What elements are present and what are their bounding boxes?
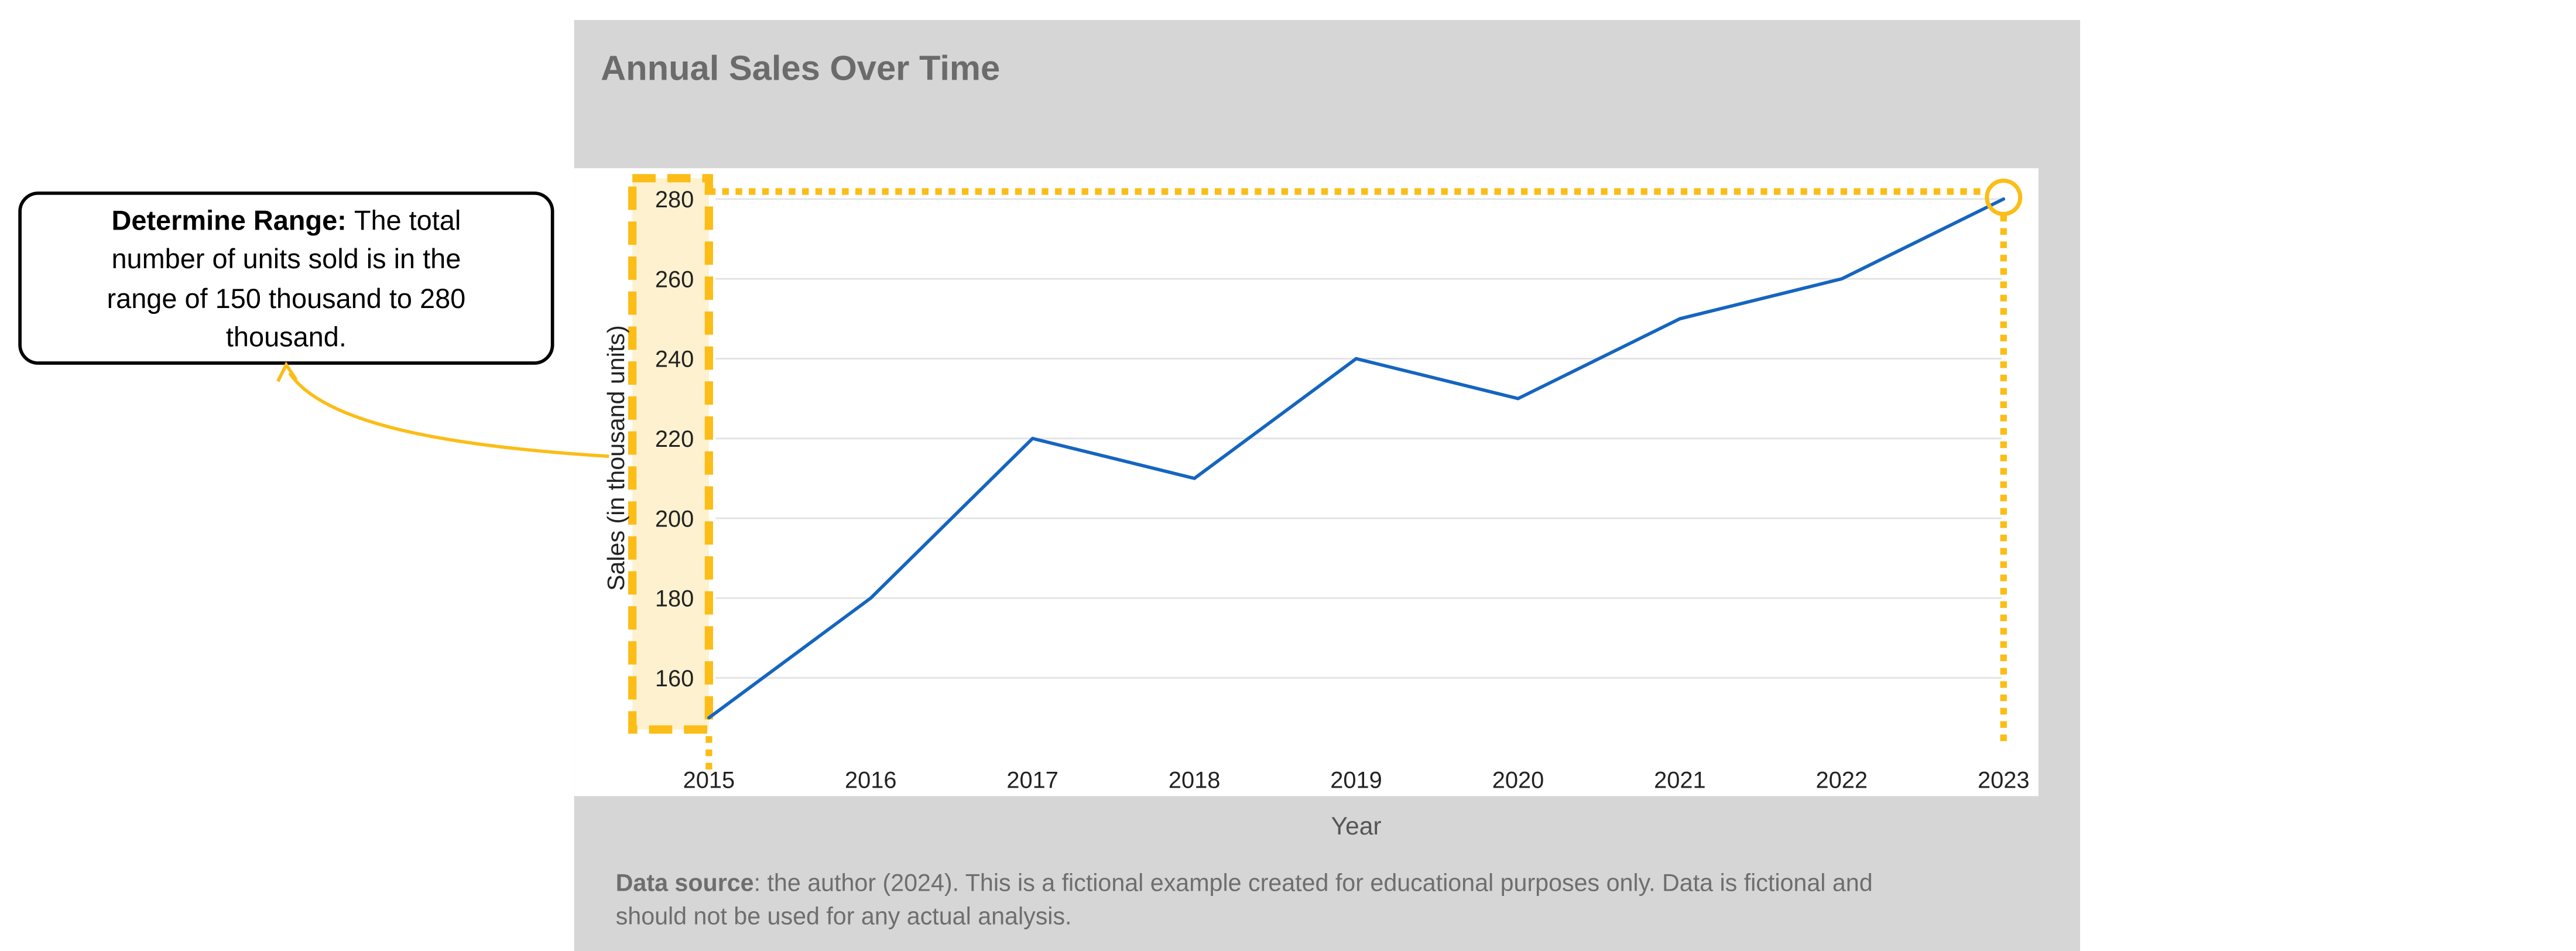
data-point [869, 596, 873, 600]
x-tick-label: 2018 [1169, 767, 1221, 793]
x-tick-label: 2016 [845, 767, 897, 793]
y-tick-labels: 160 180 200 220 240 260 280 [655, 187, 694, 692]
x-tick-label: 2015 [683, 767, 735, 793]
x-tick-label: 2021 [1654, 767, 1706, 793]
data-source-note-line2: should not be used for any actual analys… [616, 902, 1072, 929]
x-tick-label: 2017 [1006, 767, 1059, 793]
annotation-bold: Determine Range: [111, 205, 346, 235]
annotation-line3: range of 150 thousand to 280 [107, 283, 466, 314]
annotation-line1: Determine Range: The total [111, 205, 461, 235]
y-tick-label: 180 [655, 586, 694, 612]
chart-title: Annual Sales Over Time [601, 49, 1000, 88]
data-point [1354, 357, 1358, 361]
annotation-arrow [288, 372, 609, 459]
data-source-note: Data source: the author (2024). This is … [616, 870, 1873, 897]
annotation-arrowhead [276, 361, 298, 382]
x-tick-label: 2023 [1978, 767, 2030, 793]
max-value-guides [705, 179, 2023, 769]
y-range-box [628, 174, 713, 734]
annotation-text-1: The total [354, 205, 461, 235]
grid-lines [715, 198, 2002, 679]
max-value-marker [1985, 179, 2023, 217]
y-tick-label: 220 [655, 426, 694, 452]
x-tick-labels: 2015 2016 2017 2018 2019 2020 2021 2022 2023 [683, 767, 2030, 793]
x-axis-label: Year [1331, 812, 1381, 840]
plot-area [574, 168, 2039, 796]
y-tick-label: 240 [655, 347, 694, 372]
data-point [1193, 477, 1196, 480]
data-point [2002, 197, 2006, 201]
series [707, 197, 2006, 720]
data-point [1678, 317, 1682, 321]
range-annotation: Determine Range: The total number of uni… [18, 191, 609, 459]
data-point [707, 716, 711, 720]
y-tick-label: 260 [655, 266, 694, 292]
data-point [1839, 277, 1844, 281]
data-source-text: : the author (2024). This is a fictional… [754, 870, 1873, 897]
x-tick-label: 2022 [1816, 767, 1868, 793]
x-tick-label: 2019 [1330, 767, 1382, 793]
y-tick-label: 280 [655, 187, 694, 213]
y-range-highlight [628, 174, 713, 734]
annotation-line4: thousand. [226, 322, 347, 353]
x-tick-label: 2020 [1492, 767, 1544, 793]
y-tick-label: 160 [655, 666, 694, 692]
data-source-label: Data source [616, 870, 754, 897]
annotation-line2: number of units sold is in the [111, 244, 461, 274]
data-point [1516, 396, 1520, 401]
data-point [1030, 436, 1034, 440]
y-axis-label: Sales (in thousand units) [602, 325, 629, 591]
y-tick-label: 200 [655, 506, 694, 532]
